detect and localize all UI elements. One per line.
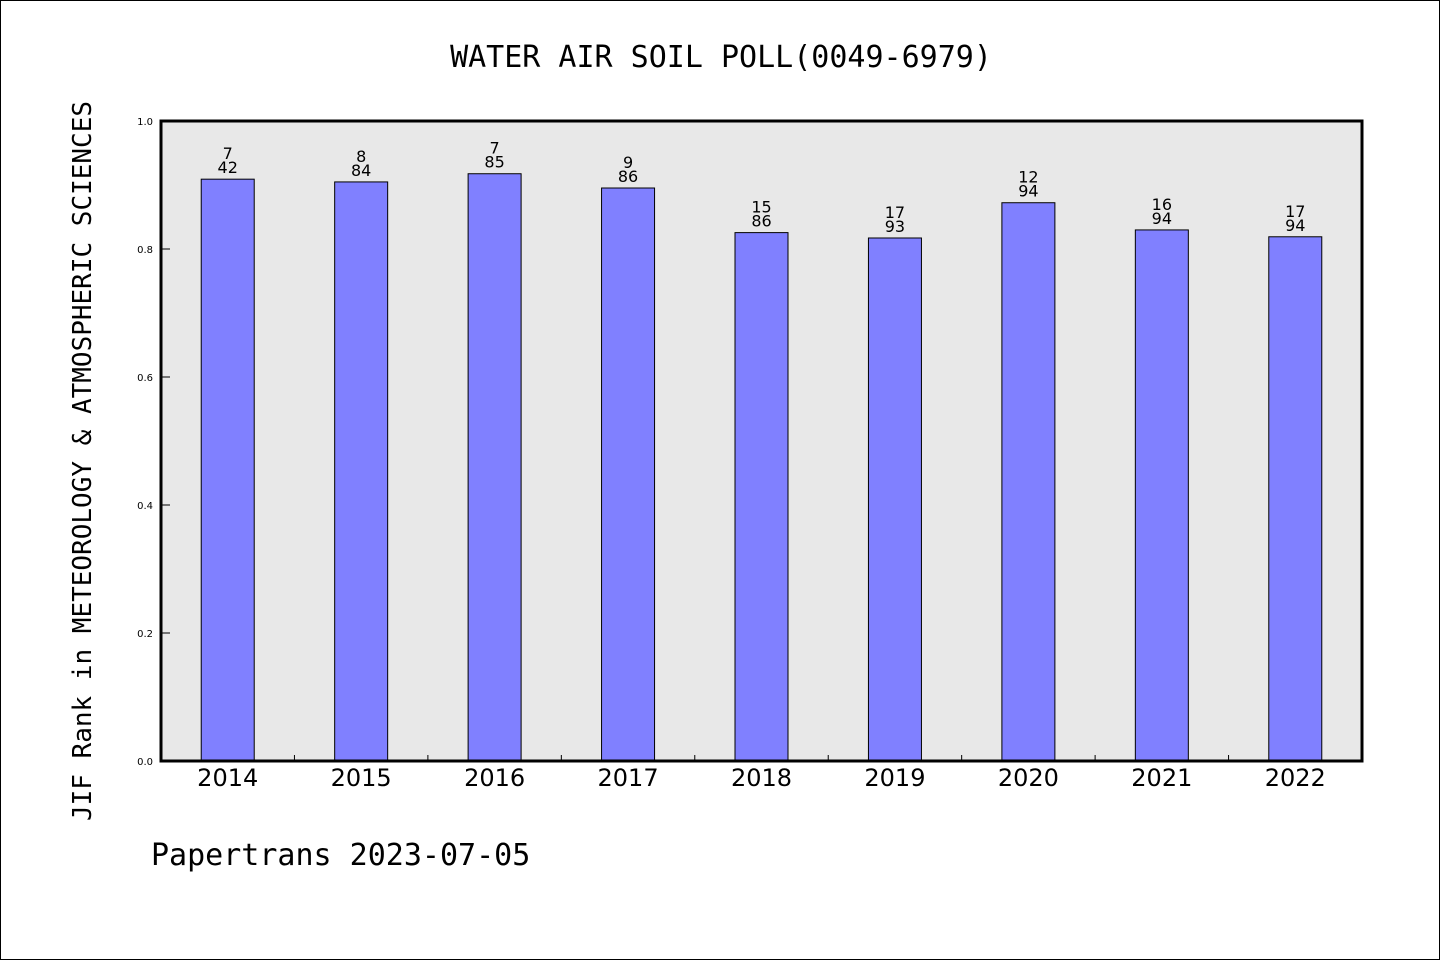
bar-2014 xyxy=(200,178,255,762)
y-tick-label: 0.8 xyxy=(137,245,153,256)
rank-label: 16 xyxy=(1152,195,1172,214)
y-tick-label: 1.0 xyxy=(137,117,153,128)
bar-2020 xyxy=(1001,202,1056,762)
rank-label: 7 xyxy=(490,139,500,158)
total-label: 94 xyxy=(1152,209,1172,228)
rank-label: 7 xyxy=(223,144,233,163)
x-axis-ticks: 2014 2015 2016 2017 2018 2019 2020 2021 2022 xyxy=(197,755,1326,792)
rank-label: 12 xyxy=(1018,168,1038,187)
x-tick-label: 2016 xyxy=(464,764,525,792)
plot-border xyxy=(159,119,1364,763)
y-axis-label: JIF Rank in METEOROLOGY & ATMOSPHERIC SC… xyxy=(68,101,98,821)
x-tick-label: 2022 xyxy=(1265,764,1326,792)
bar-series xyxy=(200,173,1323,762)
total-label: 86 xyxy=(618,167,638,186)
x-tick-label: 2019 xyxy=(864,764,925,792)
footer-credit: Papertrans 2023-07-05 xyxy=(151,838,530,873)
x-tick-label: 2021 xyxy=(1131,764,1192,792)
y-tick-label: 0.4 xyxy=(137,501,153,512)
x-tick-label: 2017 xyxy=(598,764,659,792)
total-label: 42 xyxy=(218,158,238,177)
total-label: 94 xyxy=(1285,216,1305,235)
y-tick-label: 0.2 xyxy=(137,629,153,640)
rank-label: 17 xyxy=(1285,202,1305,221)
rank-label: 15 xyxy=(751,198,771,217)
rank-label: 17 xyxy=(885,203,905,222)
total-label: 94 xyxy=(1018,182,1038,201)
bar-2015 xyxy=(334,181,389,762)
x-tick-label: 2018 xyxy=(731,764,792,792)
bar-2017 xyxy=(601,187,656,762)
rank-label: 8 xyxy=(356,147,366,166)
bar-2021 xyxy=(1134,229,1189,762)
y-tick-label: 0.0 xyxy=(137,757,153,768)
x-tick-label: 2020 xyxy=(998,764,1059,792)
bar-2022 xyxy=(1268,236,1323,762)
rank-label: 9 xyxy=(623,153,633,172)
total-label: 84 xyxy=(351,161,371,180)
x-tick-label: 2014 xyxy=(197,764,258,792)
bar-2019 xyxy=(867,237,922,762)
total-label: 93 xyxy=(885,217,905,236)
chart-title: WATER AIR SOIL POLL(0049-6979) xyxy=(450,40,992,75)
total-label: 85 xyxy=(484,153,504,172)
bar-2016 xyxy=(467,173,522,762)
total-label: 86 xyxy=(751,212,771,231)
x-tick-label: 2015 xyxy=(331,764,392,792)
bar-2018 xyxy=(734,232,789,762)
y-tick-label: 0.6 xyxy=(137,373,153,384)
